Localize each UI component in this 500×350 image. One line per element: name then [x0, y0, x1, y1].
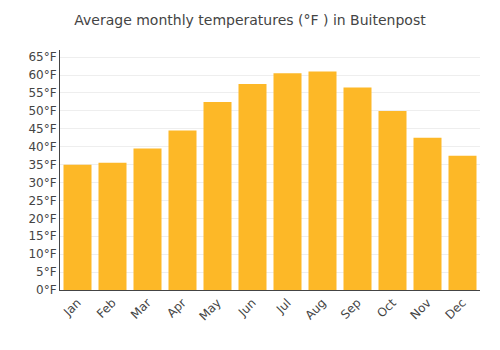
svg-text:65°F: 65°F [28, 50, 56, 64]
svg-text:Jun: Jun [235, 296, 259, 320]
svg-text:Jul: Jul [273, 296, 294, 317]
svg-text:40°F: 40°F [28, 140, 56, 154]
svg-text:15°F: 15°F [28, 229, 56, 243]
svg-text:Mar: Mar [128, 296, 154, 322]
svg-text:Aug: Aug [302, 296, 328, 322]
svg-text:Feb: Feb [94, 296, 119, 321]
svg-text:30°F: 30°F [28, 176, 56, 190]
svg-text:Sep: Sep [338, 296, 364, 322]
svg-text:Jan: Jan [60, 296, 84, 320]
svg-text:0°F: 0°F [36, 283, 57, 297]
svg-text:5°F: 5°F [36, 265, 57, 279]
svg-text:50°F: 50°F [28, 104, 56, 118]
svg-text:25°F: 25°F [28, 194, 56, 208]
svg-text:35°F: 35°F [28, 158, 56, 172]
svg-text:Average monthly temperatures (: Average monthly temperatures (°F ) in Bu… [74, 12, 426, 28]
svg-text:20°F: 20°F [28, 212, 56, 226]
svg-text:Oct: Oct [374, 296, 399, 321]
svg-text:10°F: 10°F [28, 247, 56, 261]
svg-text:Dec: Dec [443, 296, 469, 322]
svg-text:60°F: 60°F [28, 68, 56, 82]
svg-text:Apr: Apr [164, 296, 189, 321]
svg-text:May: May [196, 296, 223, 323]
svg-text:45°F: 45°F [28, 122, 56, 136]
svg-text:55°F: 55°F [28, 86, 56, 100]
svg-text:Nov: Nov [407, 296, 433, 322]
